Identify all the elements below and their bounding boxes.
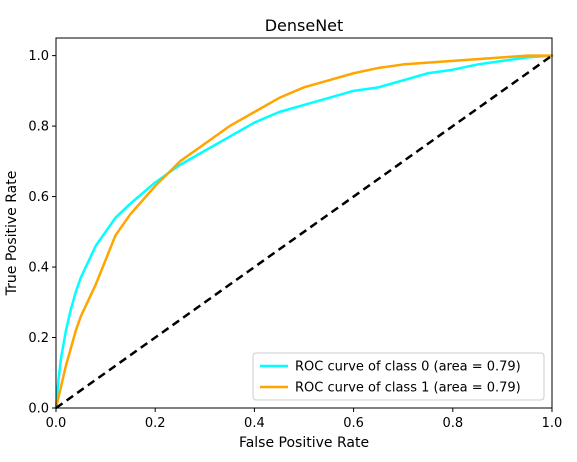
legend-box [252, 352, 545, 401]
x-tick-label: 0.2 [145, 416, 166, 431]
chart-title: DenseNet [265, 16, 344, 35]
axes-frame [55, 37, 553, 409]
x-tick-label: 1.0 [542, 416, 563, 431]
y-tick-label: 0.0 [28, 402, 49, 417]
x-tick-label: 0.8 [442, 416, 463, 431]
y-tick-label: 0.6 [28, 190, 49, 205]
y-tick-label: 0.8 [28, 120, 49, 135]
legend-entry-label: ROC curve of class 0 (area = 0.79) [295, 360, 521, 375]
axes: 0.0 0.2 0.4 0.6 0.8 1.0 0.0 0.2 0.4 0.6 0.8 1.0 [28, 37, 563, 431]
roc-curve-class-1 [54, 54, 554, 410]
legend: ROC curve of class 0 (area = 0.79) ROC cu… [252, 352, 545, 401]
x-tick-label: 0.4 [244, 416, 265, 431]
y-tick-label: 0.4 [28, 261, 49, 276]
x-tick-label: 0.0 [46, 416, 67, 431]
y-axis-label: True Positive Rate [4, 171, 20, 297]
roc-curve-class-0 [54, 54, 554, 410]
plot-area [54, 54, 554, 410]
chance-diagonal-line [55, 54, 553, 410]
legend-entry-label: ROC curve of class 1 (area = 0.79) [295, 381, 521, 396]
y-tick-label: 0.2 [28, 331, 49, 346]
x-tick-label: 0.6 [343, 416, 364, 431]
x-axis-label: False Positive Rate [239, 435, 369, 451]
y-tick-label: 1.0 [28, 49, 49, 64]
